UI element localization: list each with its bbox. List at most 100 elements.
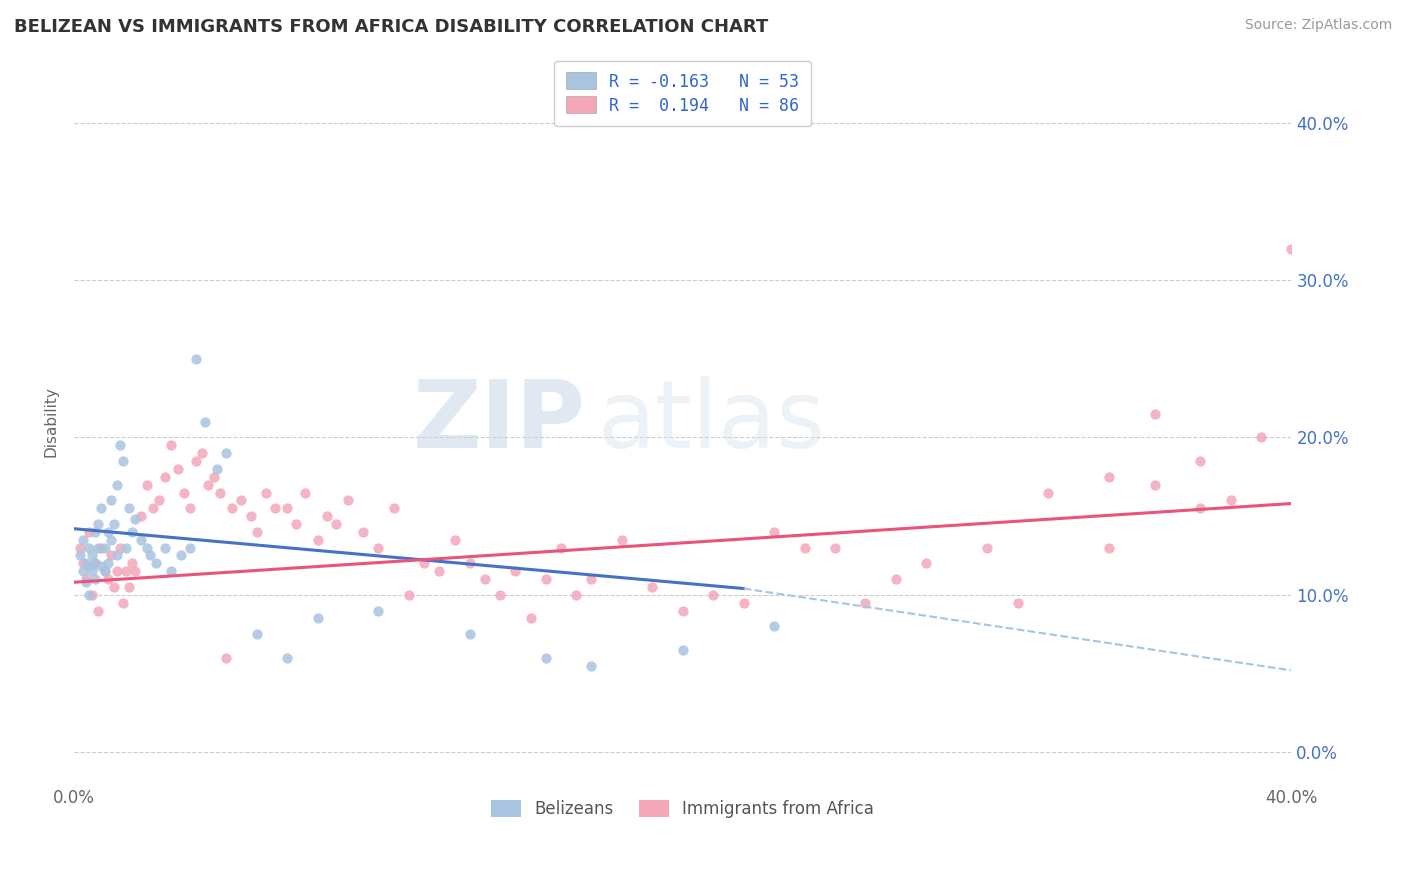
- Point: [246, 524, 269, 539]
- Point: [307, 533, 329, 547]
- Point: [239, 509, 262, 524]
- Point: [108, 438, 131, 452]
- Point: [79, 524, 101, 539]
- Point: [79, 559, 101, 574]
- Point: [489, 588, 512, 602]
- Point: [202, 469, 225, 483]
- Point: [1036, 485, 1059, 500]
- Point: [1098, 469, 1121, 483]
- Point: [75, 572, 97, 586]
- Text: ZIP: ZIP: [412, 376, 585, 467]
- Point: [87, 541, 110, 555]
- Point: [82, 588, 104, 602]
- Point: [307, 611, 329, 625]
- Point: [519, 611, 541, 625]
- Point: [382, 501, 405, 516]
- Point: [427, 564, 450, 578]
- Point: [90, 541, 112, 555]
- Point: [413, 557, 436, 571]
- Point: [209, 485, 232, 500]
- Point: [148, 493, 170, 508]
- Point: [672, 603, 695, 617]
- Point: [93, 541, 115, 555]
- Point: [100, 549, 122, 563]
- Point: [246, 627, 269, 641]
- Point: [184, 454, 207, 468]
- Point: [915, 557, 938, 571]
- Point: [276, 650, 298, 665]
- Point: [84, 557, 107, 571]
- Point: [976, 541, 998, 555]
- Point: [105, 549, 128, 563]
- Point: [179, 541, 201, 555]
- Point: [93, 564, 115, 578]
- Point: [1143, 407, 1166, 421]
- Point: [160, 564, 183, 578]
- Point: [105, 564, 128, 578]
- Point: [82, 549, 104, 563]
- Point: [145, 557, 167, 571]
- Point: [285, 516, 308, 531]
- Point: [79, 541, 101, 555]
- Text: atlas: atlas: [598, 376, 825, 467]
- Point: [114, 541, 136, 555]
- Point: [853, 596, 876, 610]
- Point: [194, 415, 217, 429]
- Point: [82, 564, 104, 578]
- Text: BELIZEAN VS IMMIGRANTS FROM AFRICA DISABILITY CORRELATION CHART: BELIZEAN VS IMMIGRANTS FROM AFRICA DISAB…: [14, 18, 768, 36]
- Point: [1189, 454, 1212, 468]
- Point: [72, 557, 94, 571]
- Point: [84, 524, 107, 539]
- Point: [367, 603, 389, 617]
- Point: [191, 446, 214, 460]
- Point: [352, 524, 374, 539]
- Point: [87, 603, 110, 617]
- Point: [129, 533, 152, 547]
- Point: [72, 564, 94, 578]
- Point: [733, 596, 755, 610]
- Point: [173, 485, 195, 500]
- Point: [124, 564, 146, 578]
- Point: [129, 509, 152, 524]
- Point: [97, 557, 120, 571]
- Point: [534, 650, 557, 665]
- Point: [565, 588, 588, 602]
- Point: [118, 501, 141, 516]
- Point: [184, 351, 207, 366]
- Point: [166, 462, 188, 476]
- Point: [79, 588, 101, 602]
- Point: [84, 572, 107, 586]
- Point: [215, 650, 238, 665]
- Point: [1098, 541, 1121, 555]
- Y-axis label: Disability: Disability: [44, 386, 58, 457]
- Point: [474, 572, 496, 586]
- Point: [221, 501, 243, 516]
- Point: [294, 485, 316, 500]
- Point: [581, 658, 603, 673]
- Point: [160, 438, 183, 452]
- Point: [550, 541, 572, 555]
- Point: [367, 541, 389, 555]
- Point: [1143, 477, 1166, 491]
- Point: [103, 516, 125, 531]
- Point: [205, 462, 228, 476]
- Point: [1189, 501, 1212, 516]
- Point: [1219, 493, 1241, 508]
- Point: [215, 446, 238, 460]
- Point: [458, 627, 481, 641]
- Point: [458, 557, 481, 571]
- Point: [90, 501, 112, 516]
- Point: [702, 588, 724, 602]
- Point: [111, 454, 134, 468]
- Point: [105, 477, 128, 491]
- Point: [97, 572, 120, 586]
- Point: [793, 541, 815, 555]
- Point: [1250, 430, 1272, 444]
- Text: Source: ZipAtlas.com: Source: ZipAtlas.com: [1244, 18, 1392, 32]
- Point: [884, 572, 907, 586]
- Point: [398, 588, 420, 602]
- Point: [264, 501, 287, 516]
- Point: [443, 533, 465, 547]
- Point: [136, 541, 159, 555]
- Point: [1281, 242, 1303, 256]
